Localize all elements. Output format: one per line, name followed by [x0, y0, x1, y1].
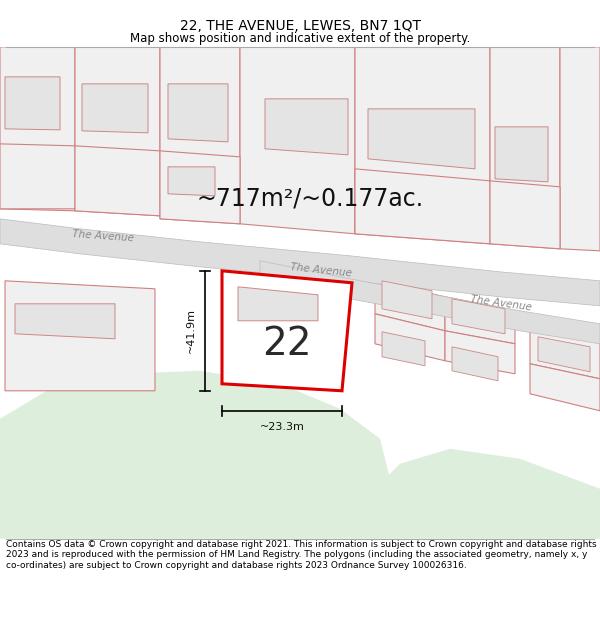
Polygon shape	[260, 261, 600, 344]
Polygon shape	[0, 47, 75, 211]
Polygon shape	[355, 47, 490, 244]
Text: The Avenue: The Avenue	[470, 294, 533, 312]
Polygon shape	[160, 151, 240, 224]
Polygon shape	[160, 47, 240, 224]
Polygon shape	[0, 219, 600, 306]
Polygon shape	[382, 281, 432, 319]
Polygon shape	[168, 167, 215, 196]
Polygon shape	[238, 287, 318, 321]
Polygon shape	[75, 146, 160, 216]
Polygon shape	[560, 47, 600, 251]
Polygon shape	[82, 84, 148, 133]
Polygon shape	[495, 127, 548, 182]
Polygon shape	[168, 84, 228, 142]
Polygon shape	[222, 271, 352, 391]
Polygon shape	[240, 47, 355, 234]
Text: ~23.3m: ~23.3m	[260, 422, 304, 432]
Text: The Avenue: The Avenue	[290, 262, 353, 279]
Polygon shape	[5, 281, 155, 391]
Polygon shape	[490, 181, 560, 249]
Text: The Avenue: The Avenue	[72, 229, 134, 243]
Text: ~717m²/~0.177ac.: ~717m²/~0.177ac.	[196, 187, 424, 211]
Polygon shape	[530, 329, 600, 379]
Text: Map shows position and indicative extent of the property.: Map shows position and indicative extent…	[130, 32, 470, 45]
Polygon shape	[0, 144, 75, 209]
Text: ~41.9m: ~41.9m	[186, 308, 196, 353]
Polygon shape	[375, 314, 445, 361]
Polygon shape	[445, 331, 515, 374]
Polygon shape	[0, 371, 390, 539]
Polygon shape	[490, 47, 560, 249]
Polygon shape	[530, 364, 600, 411]
Text: 22: 22	[262, 325, 312, 362]
Polygon shape	[355, 169, 490, 244]
Polygon shape	[375, 281, 445, 331]
Polygon shape	[538, 337, 590, 372]
Polygon shape	[340, 449, 600, 539]
Polygon shape	[445, 297, 515, 344]
Polygon shape	[5, 77, 60, 130]
Polygon shape	[452, 347, 498, 381]
Polygon shape	[265, 99, 348, 155]
Polygon shape	[382, 332, 425, 366]
Polygon shape	[15, 304, 115, 339]
Text: Contains OS data © Crown copyright and database right 2021. This information is : Contains OS data © Crown copyright and d…	[6, 540, 596, 570]
Polygon shape	[75, 47, 160, 216]
Text: 22, THE AVENUE, LEWES, BN7 1QT: 22, THE AVENUE, LEWES, BN7 1QT	[179, 19, 421, 33]
Polygon shape	[452, 299, 505, 334]
Polygon shape	[368, 109, 475, 169]
